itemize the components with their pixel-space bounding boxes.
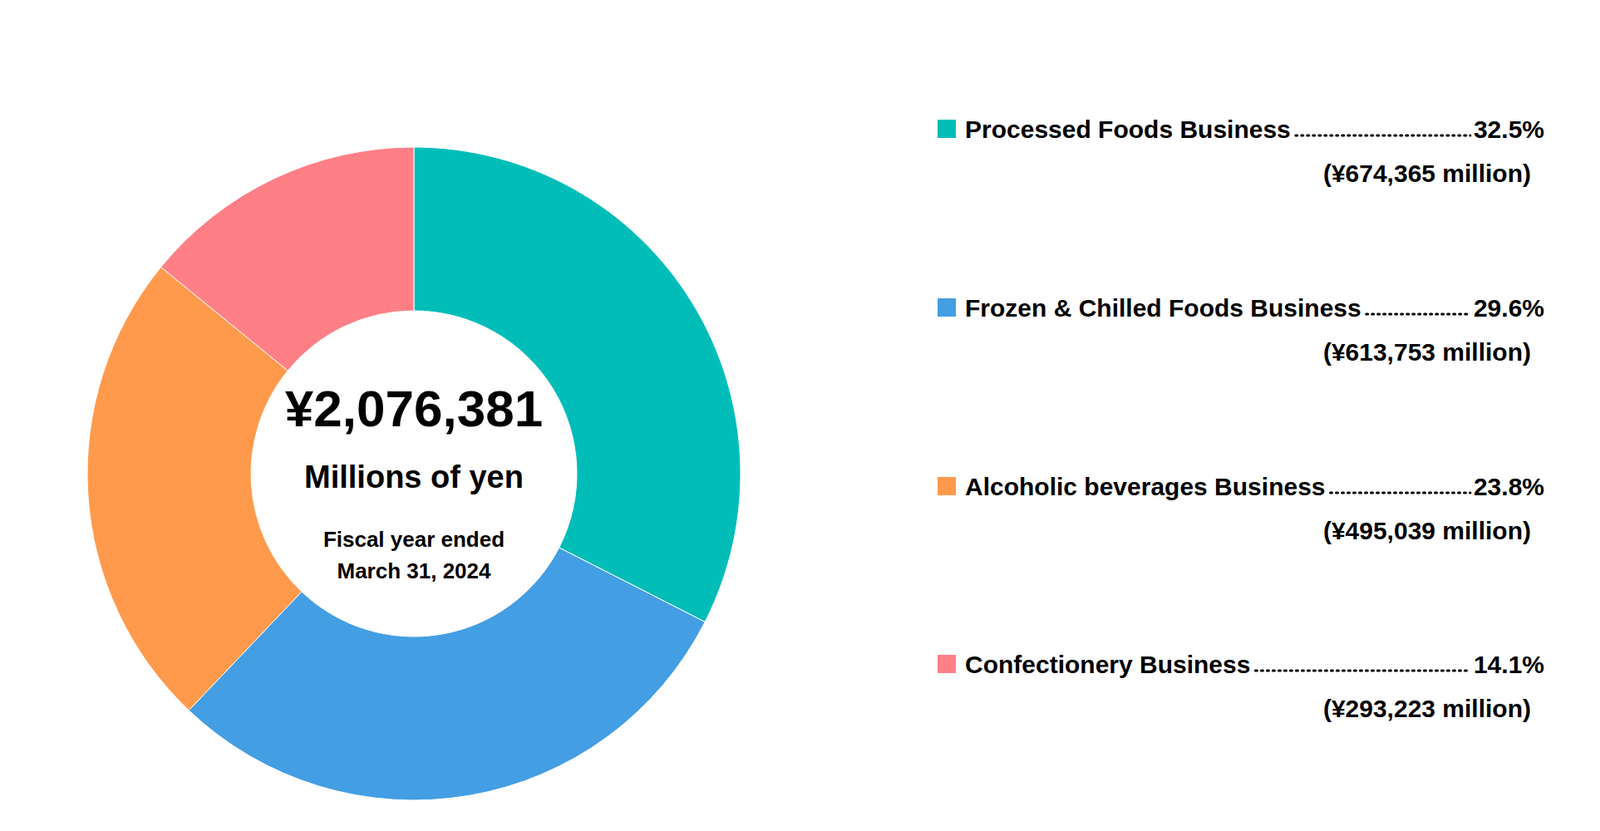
legend-value: 23.8% bbox=[1473, 472, 1545, 501]
legend-label: Frozen & Chilled Foods Business bbox=[964, 294, 1362, 322]
leader-dots bbox=[1330, 492, 1471, 495]
legend: Processed Foods Business 32.5% (¥674,365 m… bbox=[937, 115, 1545, 723]
legend-label: Confectionery Business bbox=[964, 650, 1251, 679]
center-text: ¥2,076,381 bbox=[285, 379, 543, 438]
center-text: Millions of yen bbox=[304, 459, 524, 495]
legend-item: Alcoholic beverages Business 23.8% (¥495,0… bbox=[937, 472, 1545, 545]
legend-label: Processed Foods Business bbox=[964, 115, 1291, 143]
legend-label: Alcoholic beverages Business bbox=[964, 472, 1326, 501]
legend-item: Confectionery Business 14.1% (¥293,223 mil… bbox=[937, 650, 1545, 723]
legend-item: Processed Foods Business 32.5% (¥674,365 m… bbox=[937, 115, 1545, 188]
legend-value: 14.1% bbox=[1473, 650, 1545, 679]
legend-amount: (¥613,753 million) bbox=[1323, 338, 1532, 366]
legend-swatch bbox=[937, 477, 956, 496]
legend-item: Frozen & Chilled Foods Business 29.6% (¥61… bbox=[937, 294, 1545, 366]
legend-amount: (¥674,365 million) bbox=[1323, 159, 1532, 188]
legend-swatch bbox=[937, 654, 956, 674]
legend-value: 29.6% bbox=[1473, 294, 1545, 322]
legend-amount: (¥293,223 million) bbox=[1323, 694, 1532, 723]
center-text: March 31, 2024 bbox=[336, 558, 492, 584]
legend-swatch bbox=[937, 119, 956, 138]
leader-dots bbox=[1295, 134, 1471, 138]
leader-dots bbox=[1255, 669, 1471, 673]
legend-swatch bbox=[937, 298, 956, 317]
legend-value: 32.5% bbox=[1473, 115, 1545, 143]
leader-dots bbox=[1366, 313, 1471, 316]
slice bbox=[161, 147, 414, 371]
donut bbox=[87, 147, 741, 801]
center-text: Fiscal year ended bbox=[323, 526, 505, 552]
legend-amount: (¥495,039 million) bbox=[1323, 516, 1532, 545]
chart-canvas: ¥2,076,381 Millions of yen Fiscal year end… bbox=[0, 0, 1600, 831]
